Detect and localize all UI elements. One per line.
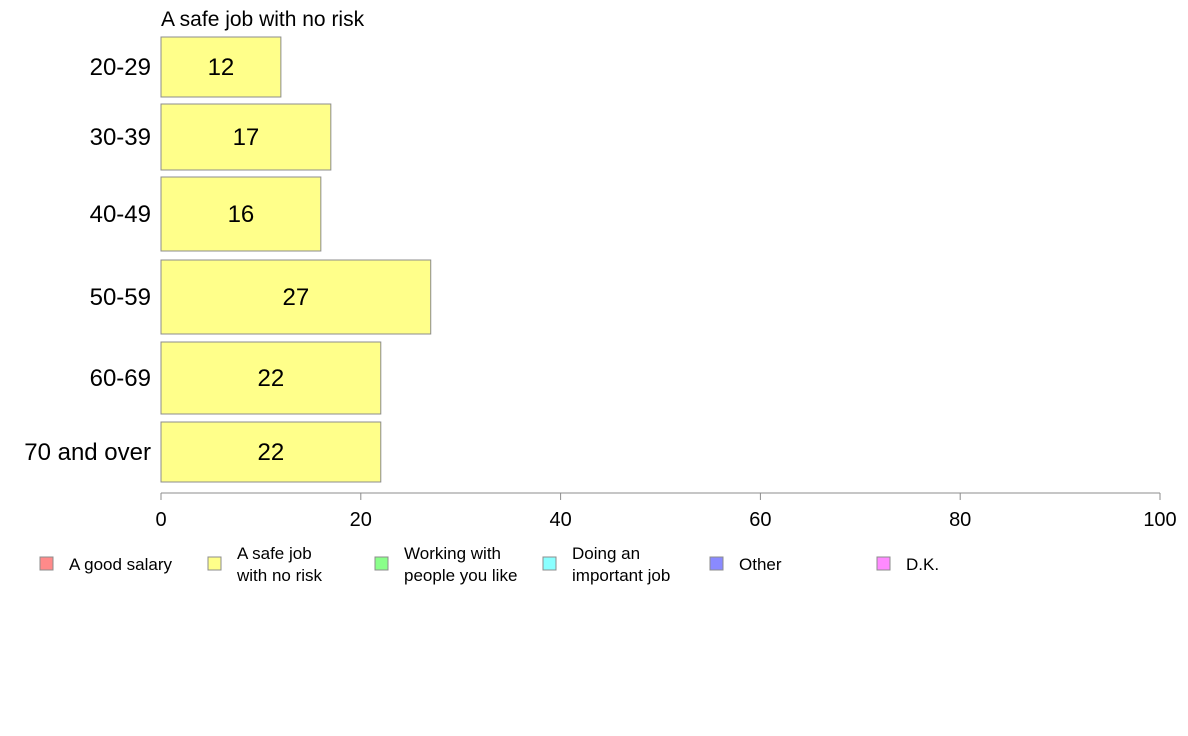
data-label: 27 <box>283 284 310 311</box>
legend-item: Working with people you like <box>374 544 517 585</box>
x-tick-label: 80 <box>949 509 971 531</box>
legend-item: D.K. <box>876 555 939 574</box>
bar-70-and-over <box>160 421 382 483</box>
bar-40-49 <box>160 176 322 252</box>
x-tick-label: 100 <box>1143 509 1176 531</box>
data-label: 22 <box>258 365 285 392</box>
legend-swatch <box>709 556 724 571</box>
bar-20-29 <box>160 36 282 98</box>
legend: A good salary A safe job with no risk Worki… <box>39 544 939 585</box>
x-tick-label: 20 <box>350 509 372 531</box>
legend-item: Other <box>709 555 782 574</box>
x-axis: 0 20 40 60 80 100 <box>155 492 1177 531</box>
data-label: 16 <box>228 201 255 228</box>
legend-label: A safe job <box>237 544 312 563</box>
legend-label: D.K. <box>906 555 939 574</box>
legend-label: Working with <box>404 544 501 563</box>
legend-label: Other <box>739 555 782 574</box>
category-label: 40-49 <box>90 201 151 228</box>
bar-50-59 <box>160 259 432 335</box>
legend-label: with no risk <box>236 566 323 585</box>
legend-swatch <box>876 556 891 571</box>
legend-label: important job <box>572 566 670 585</box>
legend-label: Doing an <box>572 544 640 563</box>
bar-30-39 <box>160 103 332 171</box>
data-label: 17 <box>233 124 260 151</box>
category-label: 30-39 <box>90 124 151 151</box>
x-tick-label: 40 <box>549 509 571 531</box>
legend-label: A good salary <box>69 555 173 574</box>
bars-group: 12 20-29 17 30-39 16 40-49 27 50-59 22 60-69 22 70 … <box>24 36 432 483</box>
legend-item: A good salary <box>39 555 173 574</box>
data-label: 22 <box>258 439 285 466</box>
data-label: 12 <box>208 54 235 81</box>
category-label: 70 and over <box>24 439 151 466</box>
legend-swatch <box>39 556 54 571</box>
x-tick-label: 60 <box>749 509 771 531</box>
legend-swatch <box>542 556 557 571</box>
category-label: 60-69 <box>90 365 151 392</box>
legend-item: A safe job with no risk <box>207 544 323 585</box>
category-label: 50-59 <box>90 284 151 311</box>
chart-title: A safe job with no risk <box>161 8 365 31</box>
legend-item: Doing an important job <box>542 544 670 585</box>
category-label: 20-29 <box>90 54 151 81</box>
bar-60-69 <box>160 341 382 415</box>
legend-swatch <box>207 556 222 571</box>
legend-swatch <box>374 556 389 571</box>
x-tick-label: 0 <box>155 509 166 531</box>
legend-label: people you like <box>404 566 517 585</box>
